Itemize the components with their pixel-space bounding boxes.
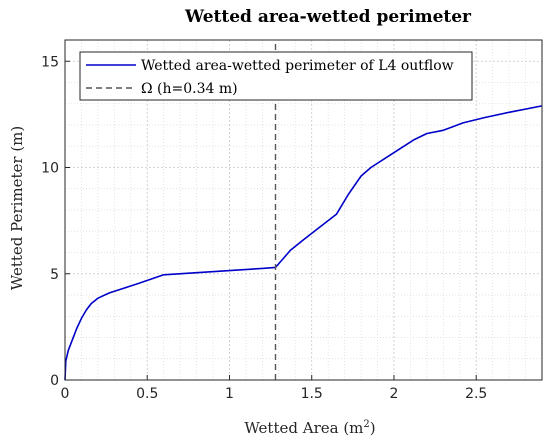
plot-area-frame <box>64 39 543 381</box>
x-axis-label-main: Wetted Area (m <box>244 419 363 437</box>
x-tick-label: 0 <box>61 386 70 402</box>
legend: Wetted area-wetted perimeter of L4 outfl… <box>79 51 473 101</box>
legend-label-series-1: Wetted area-wetted perimeter of L4 outfl… <box>141 58 454 74</box>
x-tick-label: 1 <box>225 386 234 402</box>
x-axis-label: Wetted Area (m2) <box>244 419 375 437</box>
chart-title: Wetted area-wetted perimeter <box>184 7 472 27</box>
x-tick-label: 0.5 <box>136 386 158 402</box>
x-tick-label: 1.5 <box>301 386 323 402</box>
x-axis-label-superscript: 2 <box>363 419 369 430</box>
series-line-wetted-perimeter <box>64 105 543 381</box>
x-tick-label: 2 <box>390 386 399 402</box>
y-tick-label: 15 <box>41 54 59 70</box>
legend-box <box>79 51 473 101</box>
axis-ticks: 0 0.5 1 1.5 2 2.5 0 5 10 15 <box>41 54 487 402</box>
y-axis-label: Wetted Perimeter (m) <box>8 126 26 291</box>
x-tick-label: 2.5 <box>465 386 487 402</box>
y-tick-label: 5 <box>50 267 59 283</box>
y-tick-label: 10 <box>41 161 59 177</box>
x-axis-label-end: ) <box>370 419 376 437</box>
y-tick-label: 0 <box>50 373 59 389</box>
legend-label-series-2: Ω (h=0.34 m) <box>141 81 238 97</box>
